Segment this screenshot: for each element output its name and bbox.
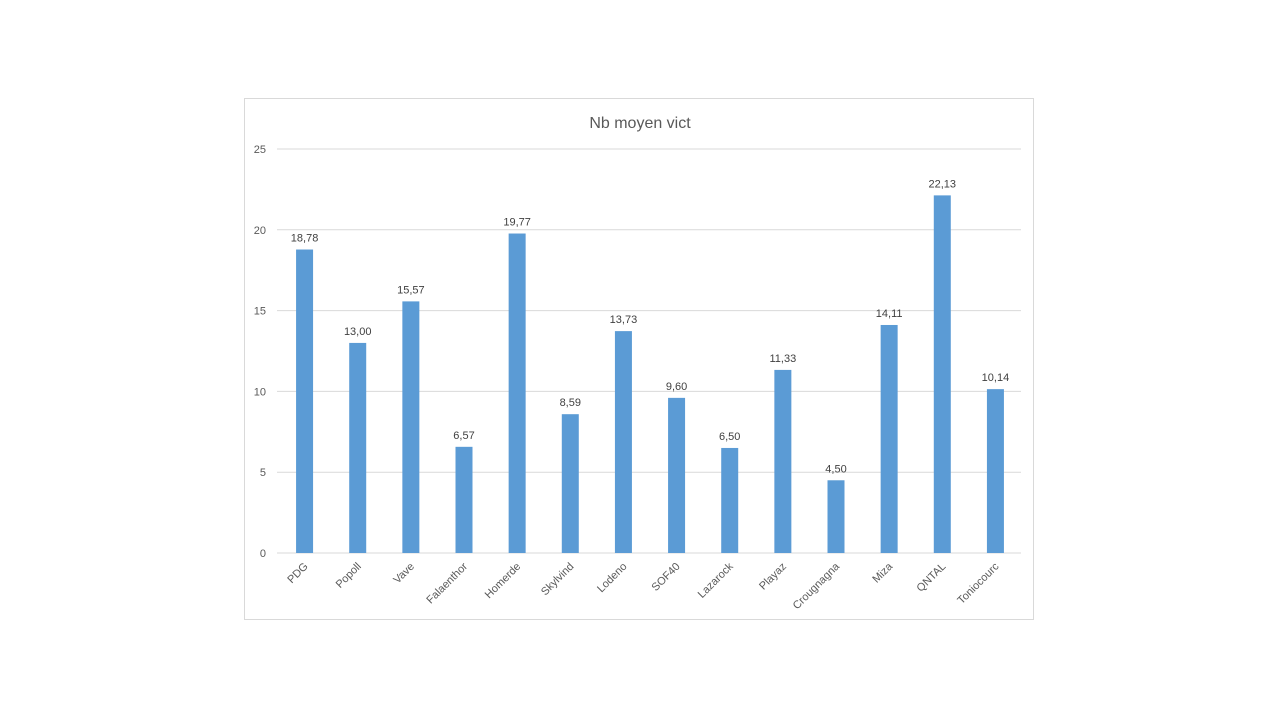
x-tick-label: Homerde [483, 561, 523, 601]
bar-pdg [296, 249, 314, 553]
y-tick-label: 5 [260, 467, 266, 479]
data-label: 18,78 [291, 233, 319, 245]
bar-falaenthor [455, 446, 473, 553]
x-tick-label: Lazarock [696, 560, 736, 600]
y-tick-label: 20 [254, 225, 266, 237]
x-tick-label: SOF40 [650, 561, 683, 594]
data-label: 22,13 [929, 178, 957, 190]
x-tick-label: Crougnagna [791, 560, 843, 612]
y-tick-label: 10 [254, 386, 266, 398]
x-tick-label: PDG [285, 561, 310, 586]
bars [296, 195, 1004, 554]
x-tick-label: Miza [870, 560, 896, 586]
bar-qntal [933, 195, 951, 553]
y-tick-label: 0 [260, 548, 266, 560]
bar-popoll [349, 342, 367, 553]
x-axis-tick-labels: PDG Popoll Vave Falaenthor Homerde Skylvind Lo… [285, 560, 1002, 612]
y-tick-label: 15 [254, 306, 266, 318]
bar-homerde [508, 233, 526, 554]
chart-title: Nb moyen vict [589, 115, 691, 132]
data-label: 11,33 [769, 353, 796, 365]
data-label: 6,50 [719, 431, 740, 443]
x-tick-label: Playaz [757, 561, 789, 593]
data-label: 15,57 [397, 284, 425, 296]
bar-miza [880, 324, 898, 553]
bar-chart: Nb moyen vict 0 5 10 15 20 25 18,78 13,00 15,57… [254, 115, 1021, 612]
bar-sof40 [668, 397, 686, 553]
x-tick-label: Popoll [334, 561, 364, 591]
bar-toniocourc [986, 389, 1004, 553]
bar-playaz [774, 369, 792, 553]
gridlines [277, 148, 1021, 554]
x-tick-label: Toniocourc [955, 560, 1001, 606]
data-label: 10,14 [982, 372, 1010, 384]
bar-skylvind [561, 414, 579, 553]
data-label: 4,50 [825, 463, 846, 475]
bar-vave [402, 301, 420, 553]
data-label: 14,11 [876, 308, 903, 320]
x-tick-label: Vave [391, 561, 417, 587]
data-label: 19,77 [503, 217, 531, 229]
chart-frame: Nb moyen vict 0 5 10 15 20 25 18,78 13,00 15,57… [244, 98, 1034, 620]
bar-lodeno [614, 331, 632, 553]
x-tick-label: Falaenthor [424, 560, 470, 606]
x-tick-label: Skylvind [539, 561, 576, 598]
data-label: 9,60 [666, 381, 687, 393]
y-tick-label: 25 [254, 144, 266, 156]
data-label: 13,00 [344, 326, 372, 338]
bar-lazarock [721, 447, 739, 553]
data-label: 8,59 [560, 397, 581, 409]
x-tick-label: QNTAL [915, 561, 949, 595]
x-tick-label: Lodeno [595, 561, 629, 595]
y-axis-tick-labels: 0 5 10 15 20 25 [254, 144, 266, 560]
bar-crougnagna [827, 480, 845, 553]
data-labels: 18,78 13,00 15,57 6,57 19,77 8,59 13,73 9,60 6,5… [291, 178, 1009, 475]
data-label: 13,73 [610, 314, 638, 326]
data-label: 6,57 [453, 430, 474, 442]
